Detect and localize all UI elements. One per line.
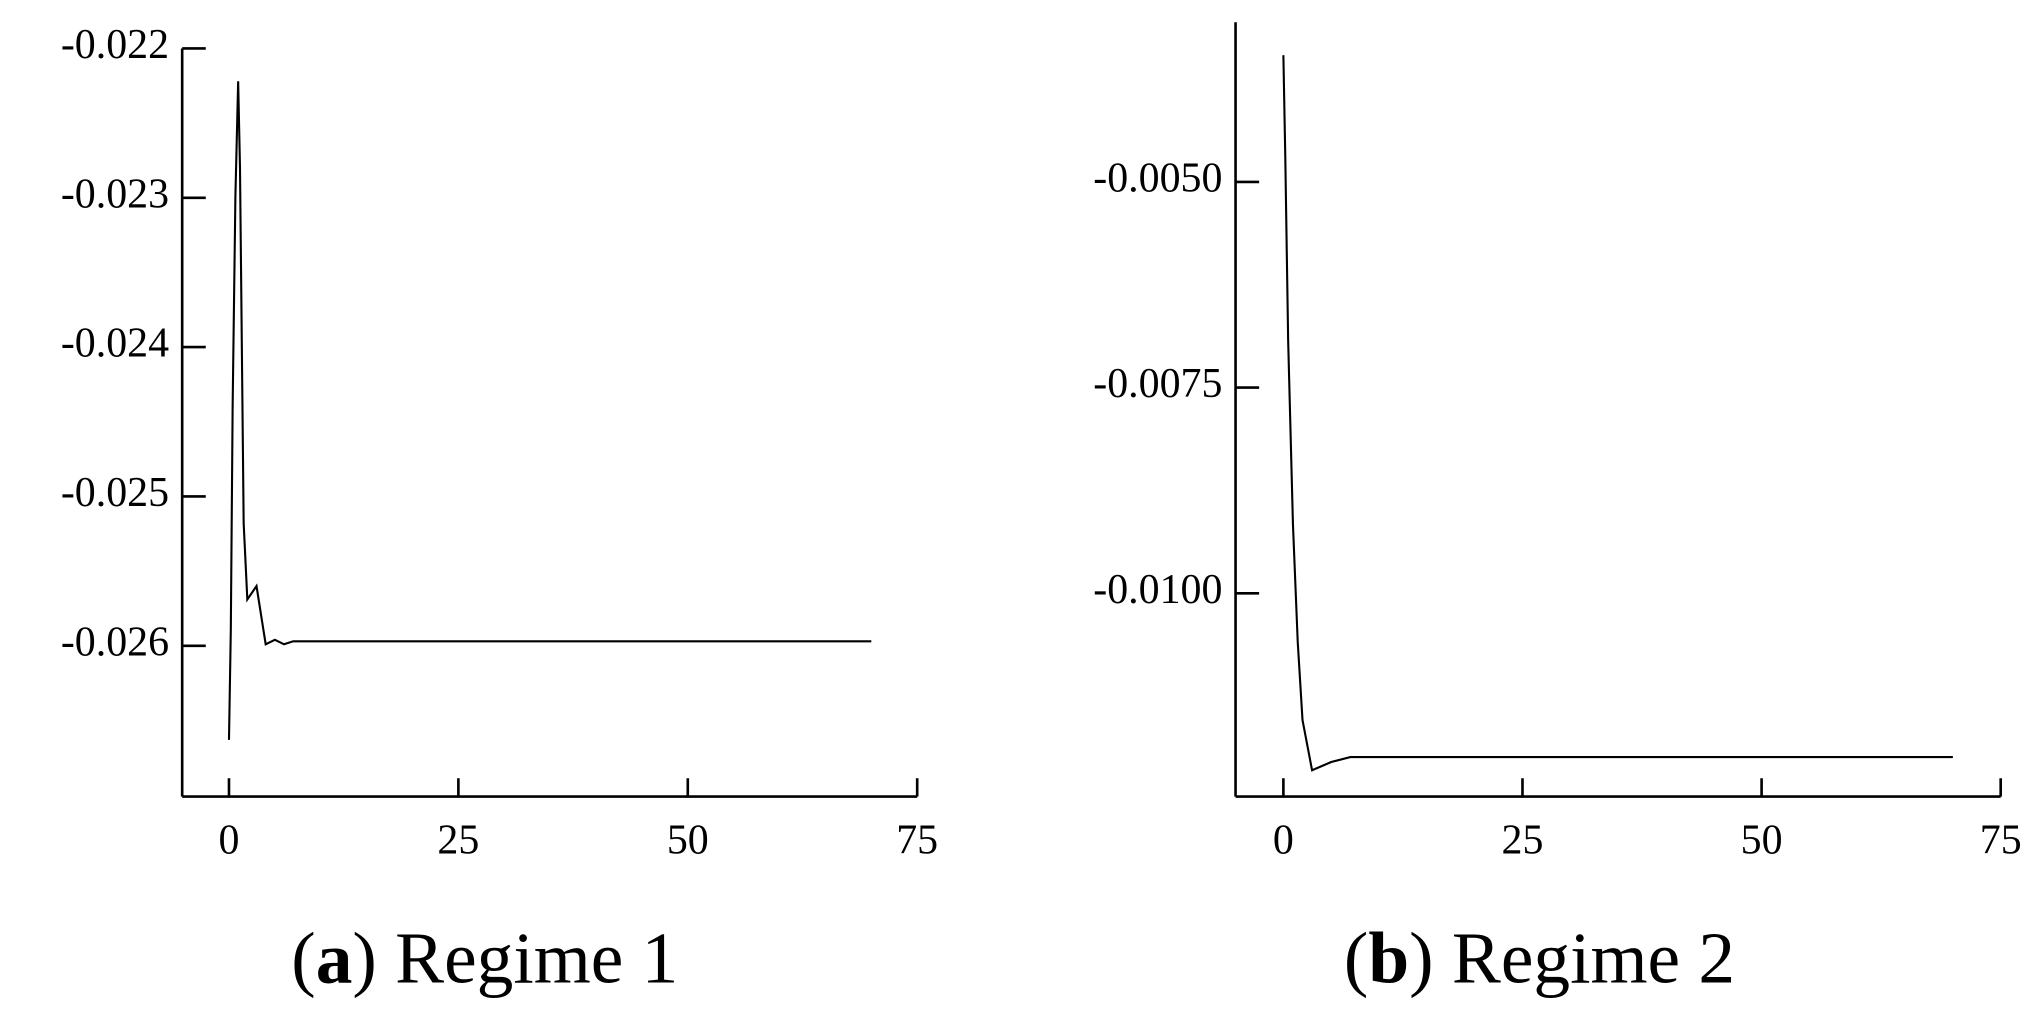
caption-part: ) Regime 2 [1409, 918, 1735, 999]
caption-part: ) Regime 1 [352, 918, 678, 999]
x-tick-label: 25 [437, 817, 479, 863]
x-tick-label: 75 [1980, 817, 2022, 863]
caption-part: a [316, 918, 353, 999]
x-tick-label: 75 [896, 817, 938, 863]
y-tick-label: -0.023 [61, 171, 169, 217]
y-tick-label: -0.0050 [1093, 156, 1222, 202]
y-tick-label: -0.022 [61, 22, 169, 68]
caption: (a) Regime 1 [291, 918, 678, 999]
caption-part: b [1368, 918, 1409, 999]
y-tick-label: -0.0100 [1093, 567, 1222, 613]
x-tick-label: 25 [1502, 817, 1544, 863]
line-series [1282, 55, 1953, 772]
x-tick-label: 0 [219, 817, 240, 863]
line-series [227, 81, 872, 740]
caption-part: ( [1344, 918, 1368, 999]
y-tick-label: -0.0075 [1093, 361, 1222, 407]
y-tick-label: -0.026 [61, 619, 169, 665]
caption-part: ( [291, 918, 315, 999]
x-tick-label: 50 [667, 817, 709, 863]
x-tick-label: 0 [1273, 817, 1294, 863]
y-tick-label: -0.025 [61, 470, 169, 516]
x-tick-label: 50 [1741, 817, 1783, 863]
y-tick-label: -0.024 [61, 321, 169, 367]
caption: (b) Regime 2 [1344, 918, 1735, 999]
